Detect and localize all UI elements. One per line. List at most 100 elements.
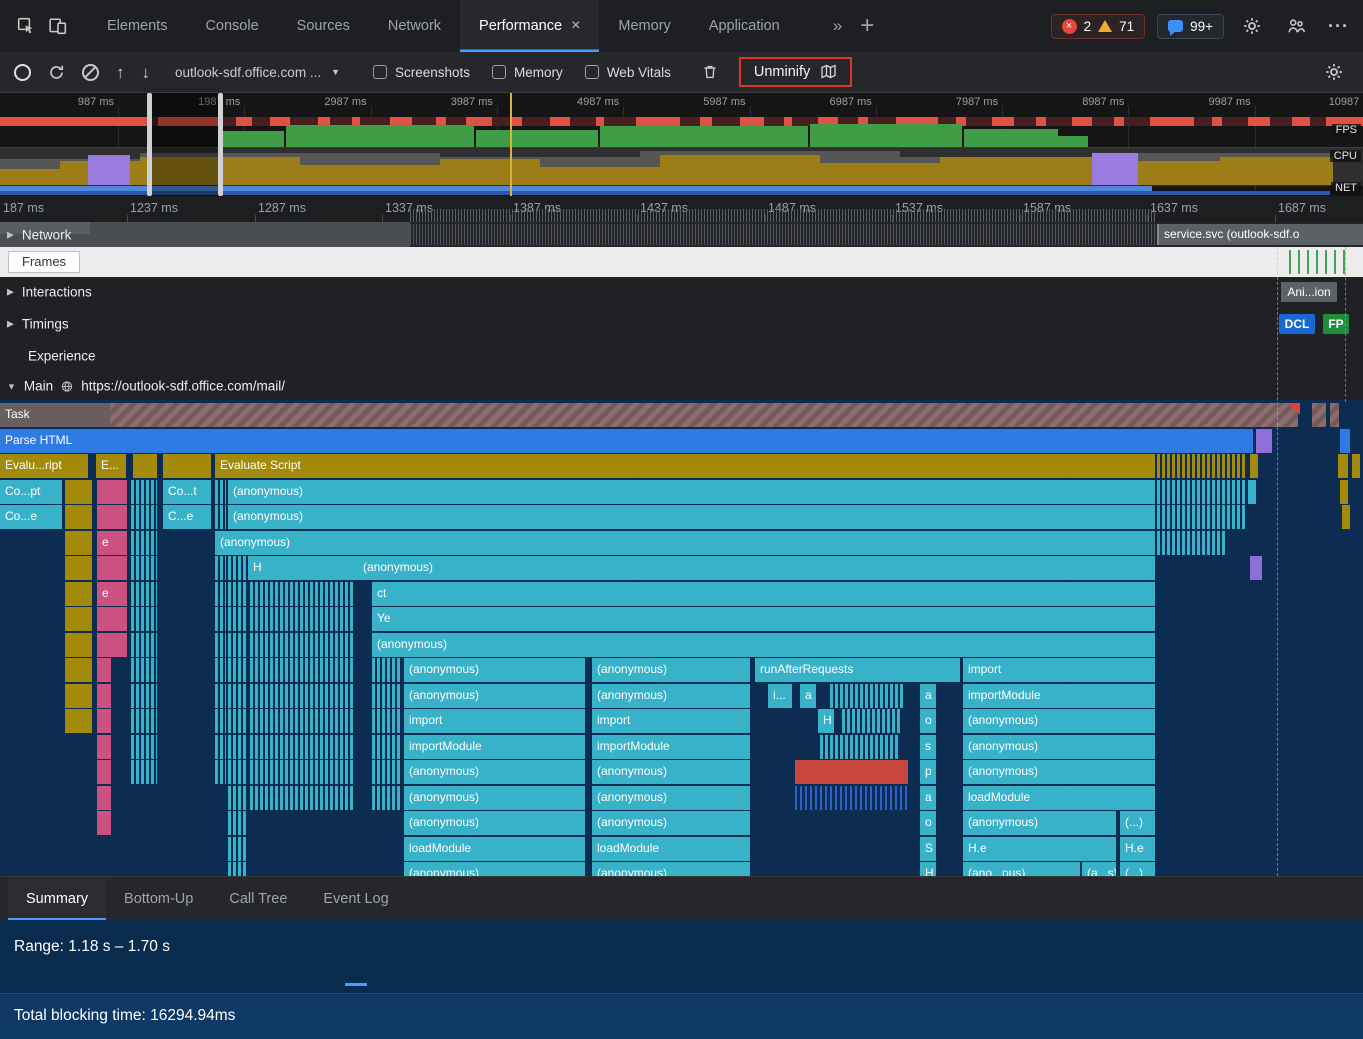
flame-bar[interactable] <box>65 607 92 631</box>
bottom-tab-event-log[interactable]: Event Log <box>323 891 389 907</box>
timing-marker-dcl[interactable]: DCL <box>1279 314 1315 334</box>
tab-elements[interactable]: Elements <box>88 0 186 52</box>
network-track-header[interactable]: ▶ Network <box>7 227 71 242</box>
flame-bar[interactable]: (anonymous) <box>592 811 750 835</box>
flame-bar[interactable]: import <box>963 658 1155 682</box>
flame-bar[interactable] <box>65 479 92 504</box>
flame-bar[interactable] <box>250 581 355 606</box>
load-profile-icon[interactable]: ↑ <box>116 62 125 82</box>
tab-sources[interactable]: Sources <box>278 0 369 52</box>
flame-bar[interactable]: Co...e <box>0 505 62 529</box>
flame-bar[interactable]: importModule <box>404 734 585 759</box>
flame-bar[interactable] <box>65 530 92 555</box>
flame-bar[interactable]: H <box>818 709 834 733</box>
flame-bar[interactable] <box>215 734 226 759</box>
flame-bar[interactable]: H.e <box>963 836 1116 861</box>
flame-bar[interactable] <box>133 454 157 478</box>
flame-bar[interactable]: import <box>404 709 585 733</box>
flame-bar[interactable] <box>250 760 355 784</box>
flame-bar[interactable]: loadModule <box>404 836 585 861</box>
flame-bar[interactable]: (anonymous) <box>592 862 750 876</box>
network-request-bar[interactable] <box>0 222 410 247</box>
flame-bar[interactable]: (anonymous) <box>358 556 1155 580</box>
frames-track-header[interactable]: Frames <box>8 251 81 273</box>
timing-marker-fp[interactable]: FP <box>1323 314 1349 334</box>
interactions-track-header[interactable]: ▶ Interactions <box>7 285 92 300</box>
tab-memory[interactable]: Memory <box>599 0 689 52</box>
flame-bar[interactable]: S <box>920 836 936 861</box>
flame-bar[interactable] <box>250 709 355 733</box>
checkbox-box[interactable] <box>584 65 599 79</box>
checkbox-box[interactable] <box>492 65 507 79</box>
flame-bar[interactable]: Task <box>0 403 110 427</box>
flame-bar[interactable]: H.e <box>1120 836 1155 861</box>
flame-bar[interactable] <box>372 709 402 733</box>
close-tab-icon[interactable]: × <box>571 17 581 34</box>
selection-handle-right[interactable] <box>218 93 223 196</box>
target-page-select[interactable]: outlook-sdf.office.com ... ▼ <box>175 65 340 80</box>
flame-bar[interactable] <box>215 658 226 682</box>
flame-bar[interactable] <box>228 734 246 759</box>
flame-bar[interactable] <box>65 556 92 580</box>
flame-bar[interactable]: Parse HTML <box>0 428 1253 453</box>
flame-bar[interactable] <box>1157 530 1227 555</box>
flame-bar[interactable] <box>131 556 157 580</box>
flame-bar[interactable]: (...) <box>1120 811 1155 835</box>
flame-bar[interactable]: e <box>97 581 127 606</box>
flame-bar[interactable]: s <box>920 734 936 759</box>
flame-bar[interactable] <box>372 658 402 682</box>
flame-bar[interactable] <box>1157 454 1245 478</box>
flame-bar[interactable]: (anonymous) <box>404 785 585 810</box>
flame-bar[interactable] <box>1250 454 1258 478</box>
checkbox-memory[interactable]: Memory <box>492 65 563 80</box>
flame-bar[interactable] <box>163 454 211 478</box>
flame-bar[interactable]: (a...s) <box>1082 862 1116 876</box>
frame-bar[interactable] <box>1316 250 1318 274</box>
flame-bar[interactable] <box>215 479 226 504</box>
flame-bar[interactable]: o <box>920 709 936 733</box>
flame-bar[interactable]: (anonymous) <box>404 658 585 682</box>
flame-bar[interactable]: (anonymous) <box>404 862 585 876</box>
flame-bar[interactable] <box>250 632 355 657</box>
flame-bar[interactable] <box>372 760 402 784</box>
flame-bar[interactable] <box>842 709 902 733</box>
bottom-tab-bottom-up[interactable]: Bottom-Up <box>124 891 194 907</box>
flame-bar[interactable] <box>795 760 908 784</box>
flame-bar[interactable] <box>228 632 246 657</box>
flame-bar[interactable] <box>131 632 157 657</box>
flame-bar[interactable]: (anonymous) <box>963 760 1155 784</box>
settings-icon[interactable] <box>1236 17 1268 35</box>
record-icon[interactable] <box>14 63 31 81</box>
flame-bar[interactable]: importModule <box>963 683 1155 708</box>
flame-bar[interactable] <box>228 811 246 835</box>
flame-bar[interactable]: (anonymous) <box>215 530 1155 555</box>
flame-bar[interactable] <box>228 709 246 733</box>
tab-application[interactable]: Application <box>690 0 799 52</box>
flame-bar[interactable]: (anonymous) <box>963 811 1116 835</box>
flame-bar[interactable] <box>97 734 111 759</box>
flame-bar[interactable]: o <box>920 811 936 835</box>
flame-bar[interactable] <box>97 632 127 657</box>
flame-bar[interactable] <box>250 734 355 759</box>
flame-bar[interactable]: Evaluate Script <box>215 454 1155 478</box>
flame-bar[interactable] <box>215 505 226 529</box>
flame-bar[interactable] <box>1342 505 1350 529</box>
flame-bar[interactable] <box>215 709 226 733</box>
timings-track-header[interactable]: ▶ Timings <box>7 316 69 331</box>
flame-bar[interactable] <box>65 683 92 708</box>
flame-bar[interactable] <box>228 683 246 708</box>
flame-bar[interactable] <box>97 556 127 580</box>
flame-bar[interactable] <box>250 785 355 810</box>
tab-network[interactable]: Network <box>369 0 460 52</box>
flame-bar[interactable] <box>228 658 246 682</box>
flame-bar[interactable] <box>228 862 246 876</box>
flame-bar[interactable] <box>131 760 157 784</box>
flame-bar[interactable]: loadModule <box>592 836 750 861</box>
flame-bar[interactable]: (anonymous) <box>228 479 1155 504</box>
flame-bar[interactable] <box>1288 403 1300 415</box>
flame-bar[interactable] <box>795 785 908 810</box>
flame-bar[interactable] <box>1340 428 1350 453</box>
frame-bar[interactable] <box>1289 250 1291 274</box>
feedback-icon[interactable] <box>1280 17 1312 35</box>
flame-bar[interactable]: a <box>920 785 936 810</box>
